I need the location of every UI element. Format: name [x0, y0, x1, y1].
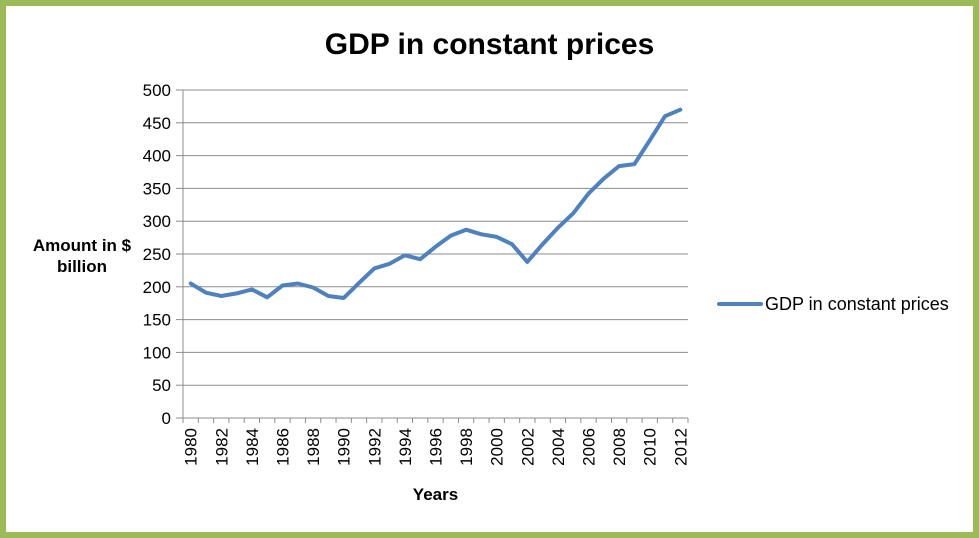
svg-text:1996: 1996: [427, 428, 446, 466]
svg-text:1988: 1988: [304, 428, 323, 466]
svg-text:1998: 1998: [457, 428, 476, 466]
svg-text:350: 350: [143, 179, 171, 198]
svg-text:50: 50: [152, 376, 171, 395]
svg-text:250: 250: [143, 245, 171, 264]
gdp-line-series: [188, 107, 683, 300]
y-tick-labels: 0 50 100 150 200 250 300 350 400 450 500: [143, 81, 171, 428]
svg-text:500: 500: [143, 81, 171, 100]
chart-title: GDP in constant prices: [324, 28, 655, 61]
svg-text:150: 150: [143, 311, 171, 330]
svg-text:200: 200: [143, 278, 171, 297]
svg-text:100: 100: [143, 343, 171, 362]
svg-text:1984: 1984: [243, 428, 262, 466]
x-axis-title: Years: [412, 485, 459, 504]
svg-text:1990: 1990: [335, 428, 354, 466]
svg-text:2008: 2008: [610, 428, 629, 466]
svg-text:1980: 1980: [182, 428, 201, 466]
svg-text:400: 400: [143, 147, 171, 166]
svg-text:1994: 1994: [396, 428, 415, 466]
axis-ticks: [176, 89, 689, 423]
svg-text:2012: 2012: [671, 428, 690, 466]
svg-text:1982: 1982: [212, 428, 231, 466]
svg-text:2000: 2000: [488, 428, 507, 466]
y-gridlines: [182, 89, 688, 419]
legend: GDP in constant prices: [717, 293, 949, 315]
svg-text:1992: 1992: [365, 428, 384, 466]
svg-text:2010: 2010: [641, 428, 660, 466]
svg-text:450: 450: [143, 114, 171, 133]
svg-text:2006: 2006: [580, 428, 599, 466]
svg-text:300: 300: [143, 212, 171, 231]
svg-text:2004: 2004: [549, 428, 568, 466]
svg-text:2002: 2002: [518, 428, 537, 466]
svg-text:1986: 1986: [273, 428, 292, 466]
legend-line-swatch-icon: [717, 302, 763, 306]
svg-text:0: 0: [162, 409, 171, 428]
y-axis-title: Amount in $ billion: [32, 236, 132, 276]
legend-label: GDP in constant prices: [765, 293, 949, 314]
x-tick-labels: 1980 1982 1984 1986 1988 1990 1992 1994 1996 1998…: [182, 428, 691, 466]
